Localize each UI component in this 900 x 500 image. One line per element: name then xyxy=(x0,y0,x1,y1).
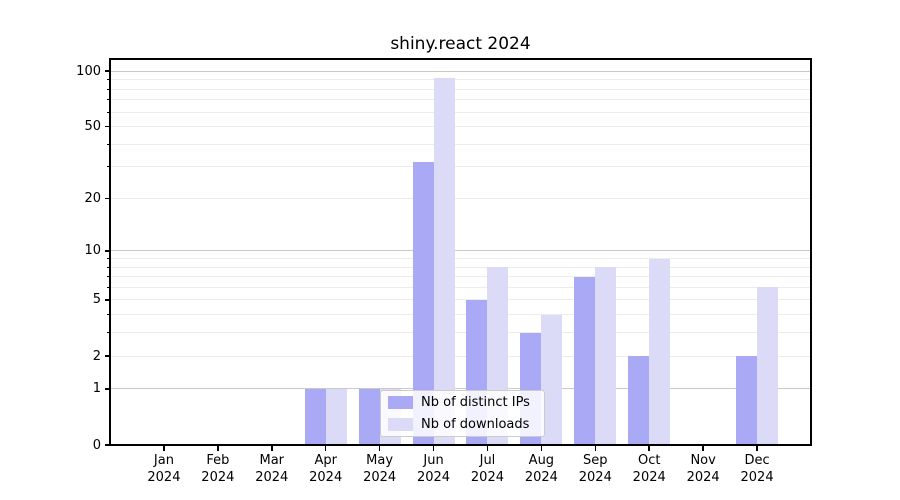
y-tick-mark xyxy=(105,444,110,446)
y-minor-tick-mark xyxy=(107,332,110,334)
legend-item-distinct-ips: Nb of distinct IPs xyxy=(388,395,538,410)
gridline-major xyxy=(111,250,810,252)
y-minor-tick-mark xyxy=(107,143,110,145)
x-tick-mark xyxy=(486,446,489,451)
x-tick-mark xyxy=(648,446,650,451)
y-tick-mark xyxy=(105,388,110,390)
x-tick-mark xyxy=(432,446,435,451)
bar-distinct-ips-dec-2024 xyxy=(736,356,758,444)
x-tick-label: Jun 2024 xyxy=(416,453,451,485)
plot-spine-bottom xyxy=(109,444,812,446)
bar-distinct-ips-may-2024 xyxy=(358,388,380,444)
legend: Nb of distinct IPs Nb of downloads xyxy=(380,390,545,437)
y-minor-tick-mark xyxy=(107,276,110,278)
y-minor-tick-mark xyxy=(107,99,110,101)
x-tick-mark xyxy=(702,446,704,451)
y-tick-label: 5 xyxy=(92,292,101,308)
bar-downloads-sep-2024 xyxy=(595,267,617,444)
x-tick-label: Aug 2024 xyxy=(524,453,558,485)
y-tick-label: 2 xyxy=(92,348,101,364)
gridline-minor xyxy=(111,286,810,288)
gridline-minor xyxy=(111,355,810,357)
bar-distinct-ips-sep-2024 xyxy=(574,276,596,444)
gridline-minor xyxy=(111,88,810,90)
y-minor-tick-mark xyxy=(107,166,110,168)
y-minor-tick-mark xyxy=(107,79,110,81)
y-tick-mark xyxy=(105,70,110,72)
x-tick-mark xyxy=(271,446,273,451)
gridline-minor xyxy=(111,166,810,168)
x-tick-label: Nov 2024 xyxy=(686,453,720,485)
y-tick-mark xyxy=(105,197,110,200)
gridline-minor xyxy=(111,258,810,259)
y-minor-tick-mark xyxy=(107,111,110,113)
gridline-minor xyxy=(111,99,810,101)
gridline-minor xyxy=(111,111,810,113)
y-tick-label: 100 xyxy=(76,63,101,79)
bar-downloads-dec-2024 xyxy=(757,287,779,444)
y-minor-tick-mark xyxy=(107,286,110,288)
plot-spine-left xyxy=(109,58,111,446)
x-tick-label: Apr 2024 xyxy=(309,453,343,485)
x-tick-mark xyxy=(378,446,381,451)
bar-distinct-ips-jun-2024 xyxy=(412,161,434,444)
plot-spine-top xyxy=(109,58,812,60)
x-tick-label: Sep 2024 xyxy=(578,453,612,485)
x-tick-mark xyxy=(163,446,165,451)
y-minor-tick-mark xyxy=(107,258,110,259)
x-tick-label: Oct 2024 xyxy=(632,453,666,485)
gridline-minor xyxy=(111,314,810,316)
y-tick-mark xyxy=(105,355,110,357)
bar-downloads-oct-2024 xyxy=(649,258,671,444)
bar-distinct-ips-apr-2024 xyxy=(304,388,326,444)
y-tick-mark xyxy=(105,250,110,252)
y-tick-mark xyxy=(105,299,110,301)
gridline-minor xyxy=(111,332,810,334)
y-tick-label: 10 xyxy=(84,243,101,259)
gridline-minor xyxy=(111,197,810,199)
bar-distinct-ips-oct-2024 xyxy=(628,356,650,444)
legend-swatch-distinct-ips xyxy=(388,396,413,409)
x-tick-label: Jul 2024 xyxy=(470,453,504,485)
y-minor-tick-mark xyxy=(107,88,110,90)
bar-downloads-jun-2024 xyxy=(433,77,455,444)
x-tick-label: May 2024 xyxy=(363,453,397,485)
legend-label-downloads: Nb of downloads xyxy=(421,417,530,432)
y-tick-mark xyxy=(105,125,110,128)
bar-downloads-apr-2024 xyxy=(325,388,347,444)
x-tick-mark xyxy=(594,446,597,451)
y-minor-tick-mark xyxy=(107,314,110,316)
x-tick-mark xyxy=(756,446,758,451)
y-tick-label: 0 xyxy=(92,437,101,453)
y-tick-label: 20 xyxy=(84,190,101,206)
gridline-minor xyxy=(111,299,810,301)
legend-item-downloads: Nb of downloads xyxy=(388,417,538,432)
x-tick-mark xyxy=(540,446,543,451)
x-tick-mark xyxy=(217,446,219,451)
gridline-minor xyxy=(111,126,810,128)
x-tick-label: Feb 2024 xyxy=(201,453,235,485)
chart-title: shiny.react 2024 xyxy=(390,34,531,54)
gridline-minor xyxy=(111,79,810,81)
x-tick-label: Dec 2024 xyxy=(740,453,774,485)
y-tick-label: 50 xyxy=(84,119,101,135)
gridline-minor xyxy=(111,276,810,278)
plot-spine-right xyxy=(810,58,812,446)
x-tick-label: Jan 2024 xyxy=(147,453,181,485)
legend-swatch-downloads xyxy=(388,418,413,431)
y-minor-tick-mark xyxy=(107,266,110,268)
gridline-major xyxy=(111,388,810,390)
x-tick-label: Mar 2024 xyxy=(255,453,289,485)
legend-label-distinct-ips: Nb of distinct IPs xyxy=(421,395,530,410)
gridline-minor xyxy=(111,143,810,145)
gridline-major xyxy=(111,70,810,72)
bar-downloads-aug-2024 xyxy=(541,314,563,444)
gridline-minor xyxy=(111,266,810,268)
y-tick-label: 1 xyxy=(92,381,101,397)
x-tick-mark xyxy=(324,446,327,451)
